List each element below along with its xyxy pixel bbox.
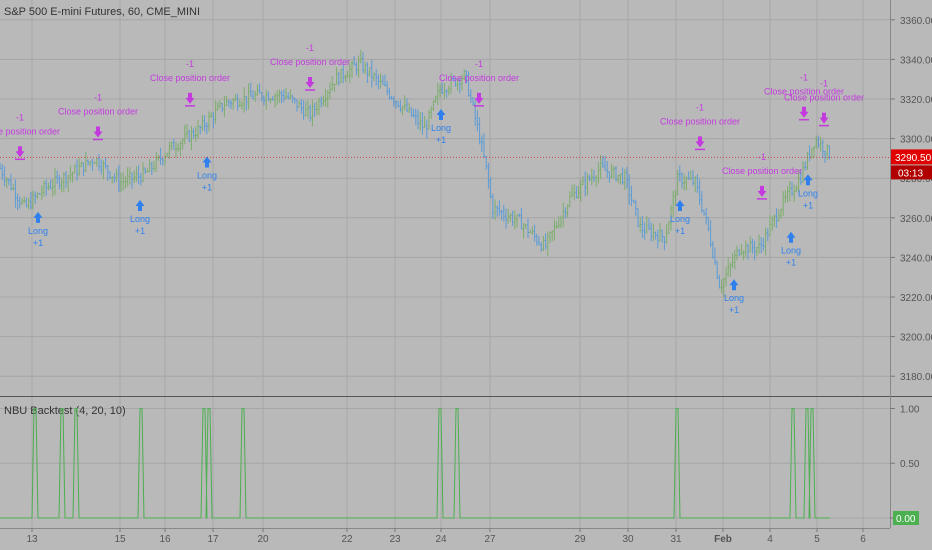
indicator-value: 0.00 (896, 514, 916, 525)
close-arrow-icon (819, 112, 829, 124)
last-price-badge (891, 149, 932, 165)
x-tick-label: Feb (714, 534, 732, 545)
signal-qty-label: -1 (16, 112, 24, 122)
close-arrow-icon (799, 106, 809, 118)
indicator-title: NBU Backtest (4, 20, 10) (4, 405, 126, 417)
last-price-value: 3290.50 (895, 153, 932, 164)
close-arrow-icon (474, 92, 484, 104)
close-order-label: Close position order (764, 87, 844, 97)
signal-qty-label: +1 (436, 135, 446, 145)
long-arrow-icon (33, 211, 43, 223)
y-tick-label: 3280.00 (900, 174, 932, 185)
long-order-label: Long (28, 226, 48, 236)
y-tick-label: 3360.00 (900, 16, 932, 27)
long-order-label: Long (197, 170, 217, 180)
signal-qty-label: -1 (475, 59, 483, 69)
long-arrow-icon (803, 174, 813, 186)
signal-qty-label: +1 (135, 226, 145, 236)
x-tick-label: 17 (207, 534, 219, 545)
signal-qty-label: +1 (803, 200, 813, 210)
chart-title: S&P 500 E-mini Futures, 60, CME_MINI (4, 6, 200, 18)
long-arrow-icon (729, 279, 739, 291)
x-tick-label: 13 (26, 534, 38, 545)
y-tick-label: 3200.00 (900, 333, 932, 344)
close-arrow-icon (695, 136, 705, 148)
signal-qty-label: -1 (696, 102, 704, 112)
close-order-label: Close position order (58, 107, 138, 117)
long-order-label: Long (431, 123, 451, 133)
indicator-line (0, 407, 830, 519)
close-order-label: Close position order (439, 73, 519, 83)
countdown-value: 03:13 (898, 168, 923, 179)
signal-qty-label: +1 (675, 226, 685, 236)
x-tick-label: 27 (484, 534, 496, 545)
indicator-tick-label: 1.00 (900, 404, 920, 415)
long-arrow-icon (436, 108, 446, 120)
x-tick-label: 24 (435, 534, 447, 545)
x-tick-label: 6 (860, 534, 866, 545)
long-arrow-icon (202, 156, 212, 168)
long-order-label: Long (670, 214, 690, 224)
long-order-label: Long (798, 188, 818, 198)
close-arrow-icon (185, 92, 195, 104)
close-arrow-icon (757, 185, 767, 197)
x-tick-label: 23 (389, 534, 401, 545)
x-tick-label: 5 (814, 534, 820, 545)
signal-qty-label: +1 (786, 258, 796, 268)
close-arrow-icon (93, 126, 103, 138)
long-order-label: Long (724, 293, 744, 303)
indicator-tick-label: 0.50 (900, 459, 920, 470)
close-order-label: Close position order (270, 57, 350, 67)
y-tick-label: 3340.00 (900, 55, 932, 66)
close-arrow-icon (15, 146, 25, 158)
x-tick-label: 29 (574, 534, 586, 545)
close-order-label: Close position order (150, 73, 230, 83)
close-order-label: Close position order (660, 116, 740, 126)
close-order-label: Close position order (722, 166, 802, 176)
close-arrow-icon (305, 77, 315, 88)
long-order-label: Long (130, 214, 150, 224)
countdown-badge (891, 165, 932, 180)
y-tick-label: 3220.00 (900, 293, 932, 304)
close-order-label: Close position order (784, 93, 864, 103)
y-tick-label: 3320.00 (900, 95, 932, 106)
x-tick-label: 22 (341, 534, 353, 545)
x-tick-label: 4 (767, 534, 773, 545)
signal-qty-label: -1 (800, 73, 808, 83)
signal-qty-label: +1 (33, 238, 43, 248)
long-order-label: Long (781, 246, 801, 256)
y-tick-label: 3300.00 (900, 135, 932, 146)
signal-qty-label: -1 (94, 93, 102, 103)
long-arrow-icon (675, 200, 685, 212)
signal-qty-label: -1 (186, 59, 194, 69)
long-arrow-icon (135, 200, 145, 212)
x-tick-label: 20 (257, 534, 269, 545)
indicator-value-badge (893, 511, 919, 525)
y-tick-label: 3260.00 (900, 214, 932, 225)
y-tick-label: 3240.00 (900, 253, 932, 264)
close-order-label: Close position order (0, 126, 60, 136)
signal-qty-label: -1 (306, 43, 314, 53)
long-arrow-icon (786, 231, 796, 243)
x-tick-label: 30 (622, 534, 634, 545)
x-tick-label: 15 (114, 534, 126, 545)
x-tick-label: 31 (670, 534, 682, 545)
signal-qty-label: -1 (820, 79, 828, 89)
signal-qty-label: -1 (758, 152, 766, 162)
signal-qty-label: +1 (729, 305, 739, 315)
signal-qty-label: +1 (202, 182, 212, 192)
y-tick-label: 3180.00 (900, 372, 932, 383)
x-tick-label: 16 (159, 534, 171, 545)
